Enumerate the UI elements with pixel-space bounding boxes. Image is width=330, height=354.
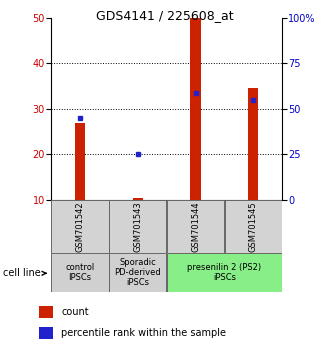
Bar — [225, 200, 282, 253]
Bar — [190, 18, 201, 200]
Bar — [39, 327, 53, 339]
Text: percentile rank within the sample: percentile rank within the sample — [61, 328, 226, 338]
Text: GSM701542: GSM701542 — [76, 201, 84, 252]
Text: GSM701543: GSM701543 — [133, 201, 142, 252]
Bar — [248, 88, 258, 200]
Bar — [109, 253, 166, 292]
Bar — [167, 253, 282, 292]
Bar — [109, 200, 166, 253]
Text: GDS4141 / 225608_at: GDS4141 / 225608_at — [96, 9, 234, 22]
Bar — [75, 122, 85, 200]
Bar — [51, 253, 109, 292]
Text: count: count — [61, 307, 89, 317]
Text: GSM701544: GSM701544 — [191, 201, 200, 252]
Text: cell line: cell line — [3, 268, 41, 278]
FancyArrowPatch shape — [42, 272, 46, 275]
Text: GSM701545: GSM701545 — [249, 201, 258, 252]
Text: presenilin 2 (PS2)
iPSCs: presenilin 2 (PS2) iPSCs — [187, 263, 261, 282]
Text: Sporadic
PD-derived
iPSCs: Sporadic PD-derived iPSCs — [115, 258, 161, 287]
Text: control
IPSCs: control IPSCs — [65, 263, 95, 282]
Bar — [133, 198, 143, 200]
Bar — [167, 200, 224, 253]
Bar — [39, 306, 53, 318]
Bar — [51, 200, 109, 253]
